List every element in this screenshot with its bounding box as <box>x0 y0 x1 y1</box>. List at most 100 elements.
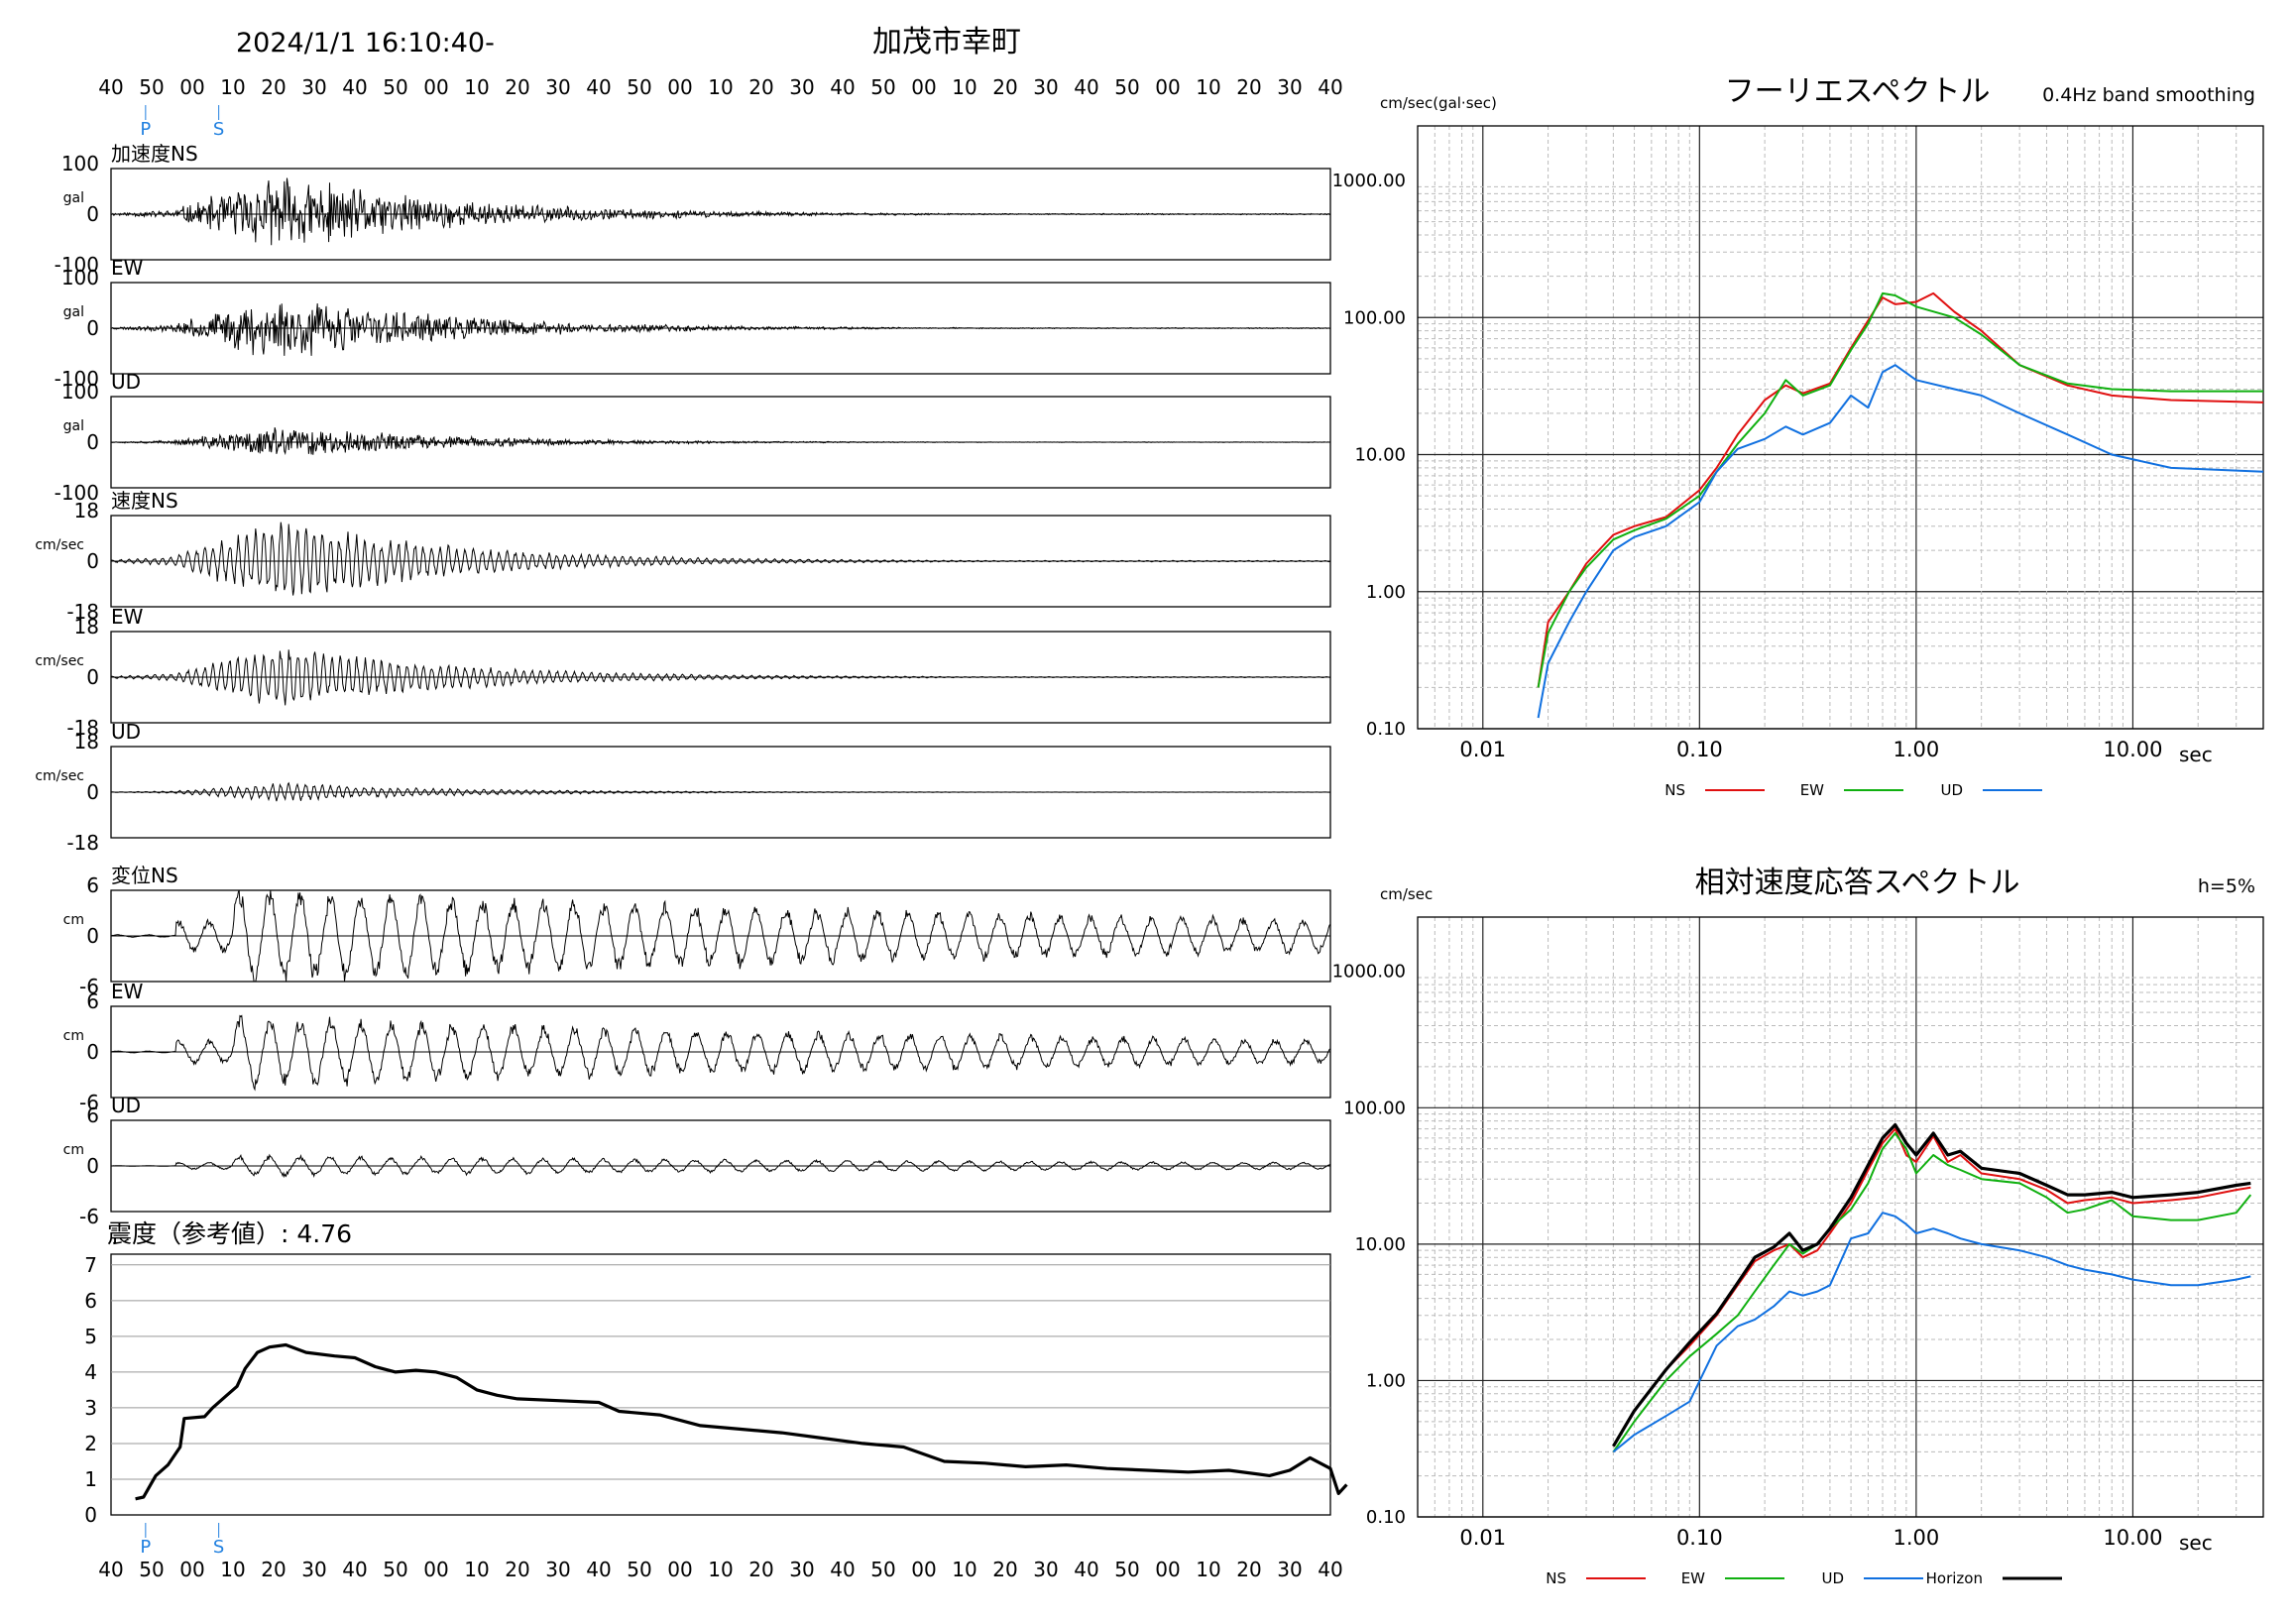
time-axis-bottom-tick-13: 50 <box>627 1558 651 1581</box>
time-axis-top-tick-24: 40 <box>1074 75 1098 99</box>
chart-title: フーリエスペクトル <box>1725 74 1991 109</box>
time-axis-bottom-tick-9: 10 <box>464 1558 489 1581</box>
waveform-ytick-zero: 0 <box>86 430 99 454</box>
time-axis-bottom-tick-21: 10 <box>952 1558 976 1581</box>
waveform-trace <box>110 303 1330 356</box>
y-tick-label: 10.00 <box>1354 1234 1406 1255</box>
intensity-panel: 震度（参考値）: 4.76 7 6 5 4 3 2 1 0 <box>84 1219 1348 1527</box>
time-axis-bottom-tick-30: 40 <box>1318 1558 1342 1581</box>
waveform-ytick-zero: 0 <box>86 780 99 804</box>
time-axis-bottom-tick-14: 00 <box>667 1558 692 1581</box>
time-axis-bottom-tick-20: 00 <box>911 1558 936 1581</box>
waveform-dis-ns: 変位NS 6 0 -6 cm <box>63 864 1331 998</box>
intensity-ytick: 7 <box>84 1253 97 1277</box>
fourier-spectrum-chart: フーリエスペクトル 0.4Hz band smoothing cm/sec(gal·… <box>1332 74 2264 799</box>
waveform-label: 加速度NS <box>111 142 198 166</box>
x-tick-label: 0.10 <box>1676 738 1723 761</box>
plot-frame <box>1417 125 2264 730</box>
time-axis-top-tick-19: 50 <box>870 75 895 99</box>
time-axis-bottom-tick-24: 40 <box>1074 1558 1098 1581</box>
waveform-ytick-min: -6 <box>79 1205 99 1228</box>
time-axis-bottom-tick-7: 50 <box>383 1558 407 1581</box>
waveform-label: UD <box>111 1094 141 1117</box>
y-axis-unit: cm/sec(gal·sec) <box>1380 94 1497 112</box>
waveform-ytick-max: 18 <box>74 615 99 638</box>
waveform-ytick-zero: 0 <box>86 316 99 340</box>
series-line-ns <box>1537 291 2264 688</box>
time-axis-top-tick-10: 20 <box>505 75 529 99</box>
time-axis-top-tick-1: 50 <box>139 75 164 99</box>
waveform-ytick-max: 18 <box>74 730 99 754</box>
waveform-acc-ns: 加速度NS 100 0 -100 gal <box>55 142 1331 277</box>
time-axis-bottom-tick-25: 50 <box>1114 1558 1139 1581</box>
time-axis-bottom-tick-29: 30 <box>1277 1558 1302 1581</box>
waveform-label: EW <box>111 256 144 280</box>
series-line-ud <box>1537 364 2264 719</box>
time-axis-bottom-tick-5: 30 <box>301 1558 326 1581</box>
time-axis-top-tick-16: 20 <box>748 75 773 99</box>
time-axis-bottom-tick-22: 20 <box>992 1558 1017 1581</box>
waveform-ytick-max: 6 <box>86 873 99 897</box>
waveform-label: UD <box>111 370 141 394</box>
s-wave-marker: S <box>213 119 224 140</box>
chart-note: 0.4Hz band smoothing <box>2042 84 2255 106</box>
time-axis-top-tick-8: 00 <box>423 75 448 99</box>
time-axis-bottom-tick-17: 30 <box>789 1558 814 1581</box>
waveform-ytick-min: -100 <box>55 481 99 505</box>
y-tick-label: 100.00 <box>1343 307 1406 328</box>
waveform-ytick-min: -100 <box>55 367 99 391</box>
time-axis-top-tick-11: 30 <box>545 75 570 99</box>
waveform-acc-ud: UD 100 0 -100 gal <box>55 370 1331 505</box>
time-axis-top-tick-22: 20 <box>992 75 1017 99</box>
time-axis-bottom-tick-18: 40 <box>830 1558 855 1581</box>
waveform-unit: cm/sec <box>35 653 84 669</box>
waveform-trace <box>110 522 1331 596</box>
time-axis-top-tick-20: 00 <box>911 75 936 99</box>
legend-label-ew: EW <box>1681 1569 1705 1587</box>
time-axis-top-tick-3: 10 <box>220 75 245 99</box>
chart-title: 相対速度応答スペクトル <box>1695 866 2020 900</box>
time-axis-bottom-tick-0: 40 <box>98 1558 123 1581</box>
x-tick-label: 0.01 <box>1459 738 1506 761</box>
waveform-unit: gal <box>63 190 84 206</box>
waveform-acc-ew: EW 100 0 -100 gal <box>55 256 1331 391</box>
waveform-vel-ns: 速度NS 18 0 -18 cm/sec <box>35 489 1331 624</box>
y-tick-label: 100.00 <box>1343 1098 1406 1118</box>
waveform-ytick-zero: 0 <box>86 1154 99 1178</box>
time-axis-top-tick-17: 30 <box>789 75 814 99</box>
waveform-unit: cm <box>63 912 84 928</box>
time-axis-top-tick-5: 30 <box>301 75 326 99</box>
time-axis-top-tick-6: 40 <box>342 75 367 99</box>
waveform-ytick-min: -6 <box>79 975 99 998</box>
legend-label-ud: UD <box>1940 781 1963 799</box>
waveform-ytick-max: 100 <box>61 380 99 404</box>
p-wave-marker: P <box>140 1537 151 1558</box>
time-axis-top-tick-7: 50 <box>383 75 407 99</box>
waveform-ytick-min: -100 <box>55 253 99 277</box>
time-axis-bottom-tick-10: 20 <box>505 1558 529 1581</box>
y-tick-label: 1000.00 <box>1332 171 1406 191</box>
time-axis-top-tick-28: 20 <box>1236 75 1261 99</box>
waveform-dis-ew: EW 6 0 -6 cm <box>63 980 1331 1114</box>
waveform-unit: cm/sec <box>35 537 84 553</box>
time-axis-top-tick-12: 40 <box>586 75 611 99</box>
waveform-vel-ew: EW 18 0 -18 cm/sec <box>35 605 1331 740</box>
time-axis-top-tick-30: 40 <box>1318 75 1342 99</box>
x-tick-label: 0.01 <box>1459 1526 1506 1550</box>
time-axis-bottom-tick-2: 00 <box>179 1558 204 1581</box>
legend-label-ns: NS <box>1546 1569 1566 1587</box>
waveform-trace <box>110 649 1331 706</box>
y-tick-label: 1.00 <box>1366 582 1406 603</box>
waveform-label: 速度NS <box>111 489 178 513</box>
time-axis-bottom-tick-27: 10 <box>1196 1558 1220 1581</box>
waveform-ytick-min: -18 <box>66 600 99 624</box>
waveform-ytick-zero: 0 <box>86 924 99 948</box>
intensity-trace <box>135 1342 1348 1501</box>
waveform-label: 変位NS <box>111 864 178 887</box>
p-wave-marker: P <box>140 119 151 140</box>
time-axis-top-tick-4: 20 <box>261 75 286 99</box>
time-axis-top-tick-2: 00 <box>179 75 204 99</box>
waveform-ytick-zero: 0 <box>86 202 99 226</box>
waveform-trace <box>111 1153 1331 1179</box>
